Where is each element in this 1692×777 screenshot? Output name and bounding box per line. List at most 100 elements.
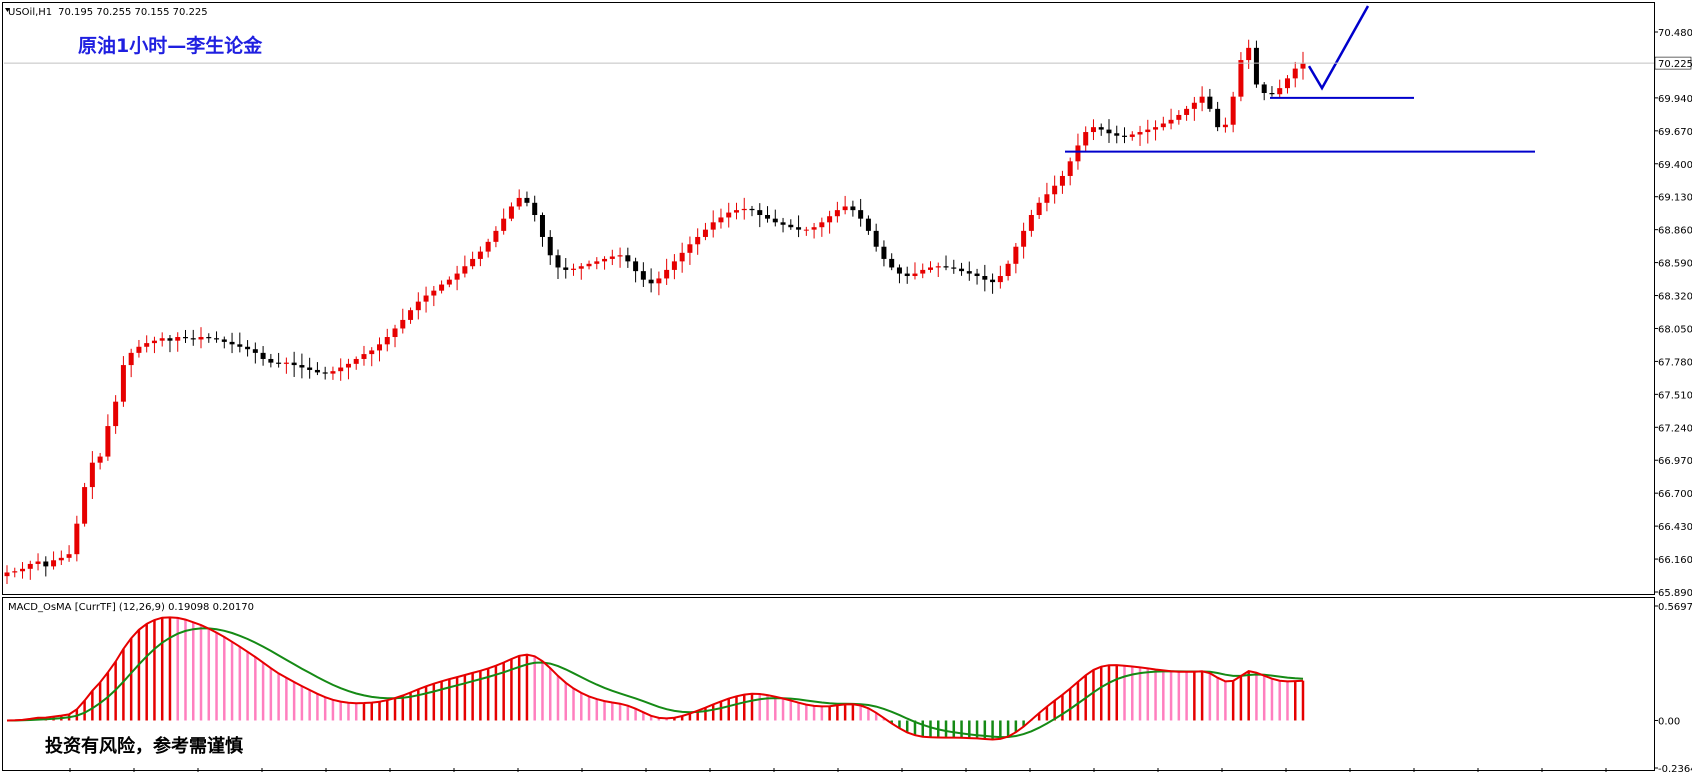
candle-body — [245, 346, 251, 350]
candle-body — [710, 222, 716, 230]
candle-body — [361, 354, 367, 359]
macd-tick-label: 0.00 — [1658, 716, 1680, 727]
price-tick-label: 69.940 — [1658, 94, 1692, 105]
candle-body — [1160, 123, 1166, 128]
candle-body — [353, 358, 359, 364]
candle-body — [524, 197, 530, 203]
candle-body — [283, 362, 289, 364]
candle-body — [27, 563, 33, 569]
overlay-title: 原油1小时—李生论金 — [78, 34, 263, 57]
candle-body — [718, 217, 724, 223]
candle-body — [1052, 185, 1058, 195]
candle-body — [640, 271, 646, 280]
candle-body — [446, 279, 452, 285]
candle-body — [322, 372, 328, 374]
price-tick-label: 66.970 — [1658, 456, 1692, 467]
candle-body — [276, 362, 282, 364]
candle-body — [97, 456, 103, 463]
candle-body — [470, 258, 476, 267]
candle-body — [959, 268, 965, 272]
candle-body — [1145, 129, 1151, 133]
candle-body — [369, 350, 375, 355]
price-tick-label: 67.240 — [1658, 423, 1692, 434]
candle-body — [819, 222, 825, 228]
candle-body — [1207, 96, 1213, 109]
candle-body — [377, 344, 383, 351]
candle-body — [159, 338, 165, 341]
candle-body — [51, 560, 57, 567]
candle-body — [850, 206, 856, 211]
candle-body — [679, 252, 685, 262]
candle-body — [1021, 230, 1027, 247]
candle-body — [889, 258, 895, 268]
candle-body — [1090, 127, 1096, 133]
candle-body — [1028, 215, 1034, 231]
candle-body — [221, 339, 227, 342]
macd-tick-label: 0.56979 — [1658, 602, 1692, 613]
price-tick-label: 70.480 — [1658, 28, 1692, 39]
candle-body — [1269, 93, 1275, 95]
candle-body — [997, 276, 1003, 283]
candle-body — [516, 197, 522, 207]
price-tick-label: 69.130 — [1658, 193, 1692, 204]
candle-body — [943, 266, 949, 268]
candle-body — [827, 216, 833, 223]
macd-tick-label: -0.23649 — [1658, 764, 1692, 773]
macd-header: MACD_OsMA [CurrTF] (12,26,9) 0.19098 0.2… — [8, 602, 254, 613]
candle-body — [1253, 47, 1259, 85]
candle-body — [1122, 135, 1128, 137]
candle-body — [89, 462, 95, 488]
candle-body — [578, 266, 584, 269]
macd-pane-frame — [2, 597, 1655, 771]
candle-body — [633, 261, 639, 272]
symbol-menu-arrow-icon[interactable] — [5, 8, 10, 12]
candle-body — [43, 561, 49, 567]
symbol-label: USOil,H1 — [8, 7, 52, 18]
candle-body — [214, 338, 220, 340]
candle-body — [423, 295, 429, 302]
candle-body — [1083, 132, 1089, 146]
candle-body — [151, 340, 157, 344]
candle-body — [873, 230, 879, 247]
candle-body — [757, 210, 763, 216]
candle-body — [1129, 134, 1135, 137]
price-tick-label: 68.860 — [1658, 226, 1692, 237]
candle-body — [252, 349, 258, 353]
candle-body — [625, 255, 631, 262]
price-tick-label: 70.225 — [1658, 59, 1692, 70]
candle-body — [299, 365, 305, 368]
candle-body — [594, 261, 600, 264]
candle-body — [66, 554, 72, 558]
candle-body — [462, 266, 468, 274]
candle-body — [1059, 175, 1065, 186]
candle-body — [617, 255, 623, 257]
candle-body — [136, 346, 142, 353]
candle-body — [1137, 132, 1143, 135]
candle-body — [865, 218, 871, 231]
candle-body — [1067, 161, 1073, 176]
candle-body — [982, 276, 988, 280]
candle-body — [1238, 60, 1244, 97]
candle-body — [501, 218, 507, 231]
candle-body — [695, 236, 701, 245]
candle-body — [586, 263, 592, 267]
candle-body — [12, 571, 18, 573]
candle-body — [477, 251, 483, 259]
candle-body — [1184, 108, 1190, 115]
current-price-box — [1654, 56, 1692, 70]
candle-body — [539, 215, 545, 237]
price-tick-label: 67.510 — [1658, 390, 1692, 401]
candle-body — [904, 273, 910, 277]
candle-body — [1215, 108, 1221, 128]
candle-body — [1036, 202, 1042, 216]
candle-body — [330, 371, 336, 374]
candle-body — [415, 301, 421, 311]
candle-body — [82, 487, 88, 524]
projection-arrow[interactable] — [1307, 5, 1370, 91]
candle-body — [105, 426, 111, 457]
candle-body — [834, 210, 840, 217]
candle-body — [1191, 102, 1197, 109]
candle-body — [1013, 246, 1019, 264]
